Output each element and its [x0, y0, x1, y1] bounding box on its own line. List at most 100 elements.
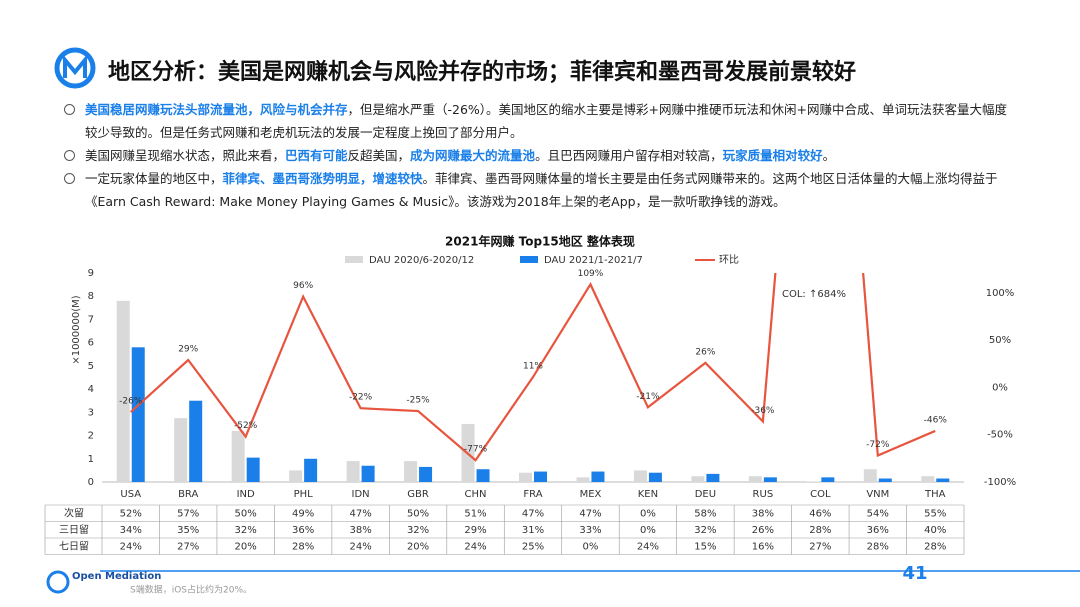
table-cell: 52% — [120, 508, 142, 519]
data-label: -26% — [119, 397, 143, 407]
x-tick-label: FRA — [523, 489, 542, 500]
chart-title: 2021年网赚 Top15地区 整体表现 — [445, 234, 635, 249]
table-cell: 35% — [177, 525, 199, 536]
table-row-label: 七日留 — [59, 539, 89, 552]
bar — [748, 476, 762, 482]
bar — [633, 470, 647, 482]
bar — [691, 476, 705, 482]
bullet-text: 巴西有可能 — [285, 148, 348, 163]
table-cell: 47% — [349, 508, 371, 519]
bullet: 美国稳居网赚玩法头部流量池，风险与机会并存，但是缩水严重（-26%）。美国地区的… — [60, 98, 1010, 144]
table-cell: 29% — [464, 525, 486, 536]
table-cell: 54% — [867, 508, 889, 519]
x-tick-label: IND — [237, 489, 255, 500]
bar — [189, 400, 203, 482]
x-tick-label: KEN — [638, 489, 658, 500]
table-cell: 47% — [522, 508, 544, 519]
y-tick-label: 0 — [88, 477, 94, 488]
bar — [863, 469, 877, 482]
annotation: COL: ↑684% — [782, 289, 846, 300]
y-tick-label: 8 — [88, 291, 94, 302]
table-cell: 0% — [583, 541, 599, 552]
table-cell: 20% — [235, 541, 257, 552]
table-cell: 20% — [407, 541, 429, 552]
bar — [576, 477, 590, 482]
bar — [116, 300, 130, 482]
data-label: 11% — [523, 362, 543, 372]
table-cell: 38% — [752, 508, 774, 519]
bar — [246, 457, 260, 482]
table-cell: 32% — [694, 525, 716, 536]
bullet-text: 玩家质量相对较好 — [722, 148, 823, 163]
table-cell: 26% — [752, 525, 774, 536]
footer-logo-text: Open Mediation — [72, 571, 161, 582]
bar — [936, 478, 950, 482]
y-tick-label: 2 — [88, 431, 94, 442]
data-label: 26% — [695, 347, 715, 357]
table-cell: 40% — [924, 525, 946, 536]
table-cell: 28% — [292, 541, 314, 552]
y-axis-label: ×1000000(M) — [71, 295, 82, 364]
x-tick-label: IDN — [352, 489, 370, 500]
bullet-text: 。 — [822, 148, 836, 163]
legend-label: DAU 2021/1-2021/7 — [544, 255, 643, 266]
x-tick-label: USA — [120, 489, 141, 500]
table-cell: 32% — [235, 525, 257, 536]
table-row-label: 次留 — [64, 506, 84, 519]
bullet-text: 一定玩家体量的地区中， — [85, 171, 223, 186]
table-cell: 33% — [579, 525, 601, 536]
bar — [821, 477, 835, 482]
table-cell: 34% — [120, 525, 142, 536]
data-label: -25% — [406, 396, 430, 406]
data-label: -77% — [464, 445, 488, 455]
page-number: 41 — [902, 563, 927, 584]
table-cell: 46% — [809, 508, 831, 519]
bar — [706, 473, 720, 482]
table-cell: 24% — [464, 541, 486, 552]
y2-tick-label: -50% — [987, 430, 1013, 441]
bullet-text: 菲律宾、墨西哥涨势明显，增速较快 — [222, 171, 423, 186]
x-tick-label: GBR — [407, 489, 429, 500]
y-tick-label: 7 — [88, 314, 94, 325]
bar — [419, 466, 433, 482]
x-tick-label: DEU — [695, 489, 716, 500]
table-cell: 16% — [752, 541, 774, 552]
line — [129, 273, 936, 462]
legend-swatch — [520, 256, 538, 263]
y2-tick-label: 100% — [986, 288, 1015, 299]
y-tick-label: 9 — [88, 268, 94, 279]
bar — [131, 347, 145, 482]
y2-tick-label: 50% — [989, 335, 1011, 346]
bullet-text: ，但是缩水严重（-26%）。美国地区的缩水主要是博彩+网赚中推硬币玩法和休闲+网… — [85, 102, 1008, 140]
bar — [346, 461, 360, 482]
bar — [404, 461, 418, 482]
table-cell: 36% — [867, 525, 889, 536]
bar — [304, 458, 318, 482]
bar — [921, 476, 935, 482]
table-cell: 50% — [235, 508, 257, 519]
bar — [289, 470, 303, 482]
table-cell: 28% — [867, 541, 889, 552]
x-tick-label: RUS — [753, 489, 774, 500]
legend-swatch — [345, 256, 363, 263]
table-cell: 50% — [407, 508, 429, 519]
x-tick-label: CHN — [465, 489, 487, 500]
y-tick-label: 3 — [88, 407, 94, 418]
x-tick-label: THA — [924, 489, 946, 500]
table-cell: 0% — [640, 525, 656, 536]
data-label: -22% — [349, 393, 373, 403]
bullet-text: 。且巴西网赚用户留存相对较高， — [535, 148, 723, 163]
footer-logo — [46, 570, 70, 594]
table-cell: 49% — [292, 508, 314, 519]
table-cell: 31% — [522, 525, 544, 536]
table-cell: 0% — [640, 508, 656, 519]
y-tick-label: 4 — [88, 384, 94, 395]
table-cell: 47% — [579, 508, 601, 519]
x-tick-label: BRA — [178, 489, 198, 500]
table-cell: 55% — [924, 508, 946, 519]
table-cell: 51% — [464, 508, 486, 519]
table-row-label: 三日留 — [59, 523, 89, 536]
data-label: -21% — [636, 392, 660, 402]
y2-tick-label: -100% — [984, 477, 1016, 488]
line-group — [129, 273, 936, 462]
